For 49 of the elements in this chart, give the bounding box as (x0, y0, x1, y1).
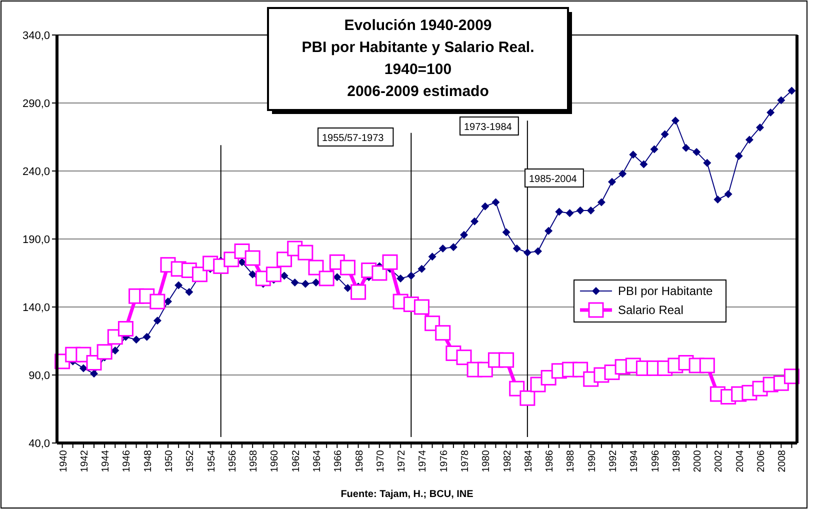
annotation: 1955/57-1973 (322, 133, 384, 144)
source-note: Fuente: Tajam, H.; BCU, INE (340, 489, 474, 500)
y-tick-label: 40,0 (28, 438, 50, 450)
x-tick-label: 1986 (544, 450, 556, 472)
annotation: 1985-2004 (529, 174, 578, 185)
y-tick-label: 90,0 (28, 370, 50, 382)
x-tick-label: 1950 (164, 450, 175, 472)
legend-label: PBI por Habitante (618, 284, 714, 298)
x-tick-label: 1976 (438, 450, 450, 472)
x-tick-label: 1994 (629, 450, 640, 472)
x-tick-label: 1940 (58, 450, 70, 472)
x-tick-label: 2002 (714, 450, 725, 472)
x-tick-label: 1952 (185, 450, 196, 472)
x-tick-label: 1942 (79, 450, 90, 472)
x-tick-label: 1998 (671, 450, 682, 472)
x-tick-label: 2000 (692, 450, 704, 472)
y-tick-label: 140,0 (22, 302, 50, 314)
x-tick-label: 1970 (375, 450, 386, 472)
text: Evolución 1940-2009 PBI por Habitante y Salario Real. 1940=100 2006-2009 estimado (302, 17, 534, 100)
x-tick-label: 2004 (734, 450, 746, 472)
x-tick-label: 1960 (270, 450, 281, 472)
x-tick-label: 1980 (481, 450, 492, 472)
x-tick-label: 1956 (227, 450, 238, 472)
x-tick-label: 1964 (312, 450, 323, 472)
y-tick-label: 190,0 (22, 234, 50, 246)
x-tick-label: 1984 (523, 450, 534, 472)
x-tick-label: 1968 (354, 450, 366, 472)
annotation: 1973-1984 (464, 122, 512, 133)
x-tick-label: 2006 (756, 450, 767, 472)
x-tick-label: 1962 (290, 450, 302, 472)
x-tick-label: 1944 (100, 450, 112, 472)
x-tick-label: 1990 (586, 450, 598, 472)
x-tick-label: 1954 (206, 450, 218, 472)
x-tick-label: 1948 (142, 450, 154, 472)
y-tick-label: 340,0 (22, 30, 50, 42)
legend-label: Salario Real (618, 303, 684, 317)
y-tick-label: 290,0 (22, 98, 50, 110)
x-tick-label: 1966 (333, 450, 344, 472)
x-tick-label: 1972 (396, 450, 408, 472)
x-tick-label: 1978 (460, 450, 471, 472)
x-tick-label: 1988 (566, 450, 577, 472)
x-tick-label: 1946 (122, 450, 133, 472)
x-tick-label: 1982 (502, 450, 514, 472)
x-tick-label: 1958 (248, 450, 260, 472)
x-tick-label: 1974 (418, 450, 429, 472)
y-tick-label: 240,0 (22, 166, 50, 178)
x-tick-label: 1996 (650, 450, 662, 472)
x-tick-label: 2008 (777, 450, 788, 472)
x-tick-label: 1992 (608, 450, 619, 472)
